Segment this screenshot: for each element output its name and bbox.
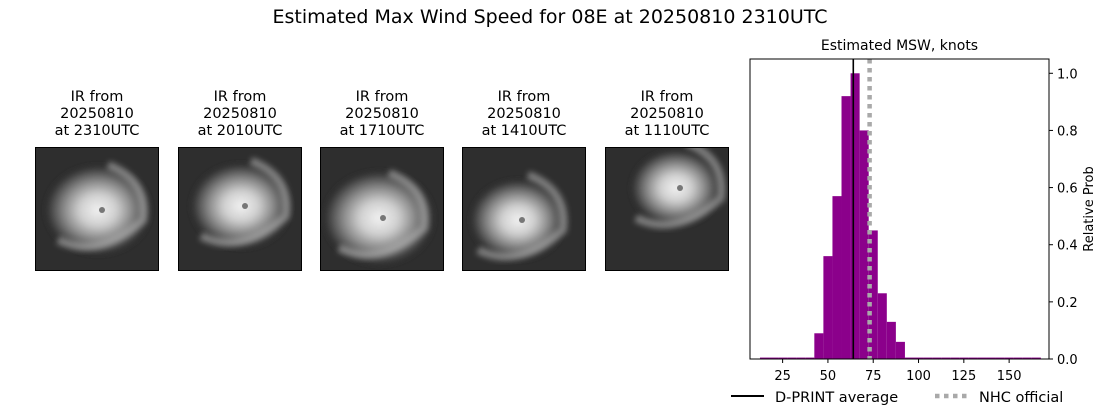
histogram-bar: [787, 357, 797, 359]
ir-panel-caption: IR from 20250810 at 2010UTC: [170, 89, 310, 140]
histogram-bar: [913, 357, 924, 359]
histogram-bar: [977, 357, 987, 359]
y-tick-label: 0.0: [1057, 353, 1078, 368]
ir-satellite-image: [35, 147, 159, 271]
histogram-bar: [823, 256, 833, 359]
histogram-bar: [886, 321, 896, 359]
y-axis-label: Relative Prob: [1082, 166, 1097, 251]
histogram-bar: [1004, 357, 1014, 359]
ir-caption-line2: 20250810: [345, 106, 419, 122]
histogram-bar: [859, 130, 869, 359]
ir-caption-line1: IR from: [213, 89, 267, 105]
histogram-bar: [968, 357, 978, 359]
ir-caption-line2: 20250810: [60, 106, 134, 122]
histogram-bar: [959, 357, 969, 359]
histogram-bar: [950, 357, 960, 359]
x-tick-label: 100: [906, 369, 931, 384]
chart-title: Estimated MSW, knots: [821, 38, 978, 54]
histogram-bar: [769, 357, 779, 359]
ir-panel-caption: IR from 20250810 at 1110UTC: [597, 89, 737, 140]
x-tick-label: 25: [774, 369, 791, 384]
ir-caption-line2: 20250810: [487, 106, 561, 122]
histogram-bar: [877, 293, 887, 359]
y-tick-label: 0.8: [1057, 124, 1078, 139]
y-tick-label: 0.2: [1057, 296, 1078, 311]
plot-frame: [749, 58, 1050, 360]
histogram-bar: [1022, 357, 1032, 359]
ir-caption-line2: 20250810: [630, 106, 704, 122]
histogram-bar: [832, 196, 842, 359]
ir-caption-line3: at 1110UTC: [624, 123, 710, 139]
y-tick-label: 0.4: [1057, 239, 1078, 254]
histogram-bar: [759, 357, 770, 359]
legend-dprint-label: D-PRINT average: [775, 390, 898, 406]
histogram-bar: [904, 357, 914, 359]
ir-satellite-image: [605, 147, 729, 271]
x-tick-label: 75: [865, 369, 882, 384]
ir-caption-line3: at 2010UTC: [197, 123, 283, 139]
histogram-bar: [805, 357, 815, 359]
x-tick-label: 150: [997, 369, 1022, 384]
ir-caption-line2: 20250810: [203, 106, 277, 122]
ir-caption-line1: IR from: [497, 89, 551, 105]
y-tick-label: 0.6: [1057, 182, 1078, 197]
histogram-bar: [814, 333, 824, 359]
histogram-bar: [796, 357, 806, 359]
histogram-bar: [778, 357, 788, 359]
histogram-bar: [895, 341, 905, 359]
ir-panel-caption: IR from 20250810 at 2310UTC: [27, 89, 167, 140]
ir-caption-line3: at 2310UTC: [54, 123, 140, 139]
ir-satellite-image: [178, 147, 302, 271]
histogram-bar: [923, 357, 933, 359]
ir-caption-line1: IR from: [640, 89, 694, 105]
page-title: Estimated Max Wind Speed for 08E at 2025…: [272, 6, 828, 28]
ir-satellite-image: [462, 147, 586, 271]
legend-nhc-label: NHC official: [979, 390, 1063, 406]
histogram-bar: [995, 357, 1005, 359]
x-tick-label: 50: [820, 369, 837, 384]
histogram-bar: [932, 357, 942, 359]
histogram-bar: [850, 73, 860, 360]
histogram-bar: [986, 357, 996, 359]
ir-satellite-image: [320, 147, 444, 271]
ir-caption-line3: at 1710UTC: [339, 123, 425, 139]
histogram-bar: [941, 357, 951, 359]
y-tick-label: 1.0: [1057, 67, 1078, 82]
ir-panel-caption: IR from 20250810 at 1410UTC: [454, 89, 594, 140]
ir-caption-line1: IR from: [70, 89, 124, 105]
ir-caption-line1: IR from: [355, 89, 409, 105]
histogram-bar: [1013, 357, 1023, 359]
x-tick-label: 125: [951, 369, 976, 384]
ir-caption-line3: at 1410UTC: [481, 123, 567, 139]
histogram-bar: [1031, 357, 1041, 359]
histogram-bar: [841, 96, 851, 360]
ir-panel-caption: IR from 20250810 at 1710UTC: [312, 89, 452, 140]
histogram-bar: [868, 230, 878, 359]
